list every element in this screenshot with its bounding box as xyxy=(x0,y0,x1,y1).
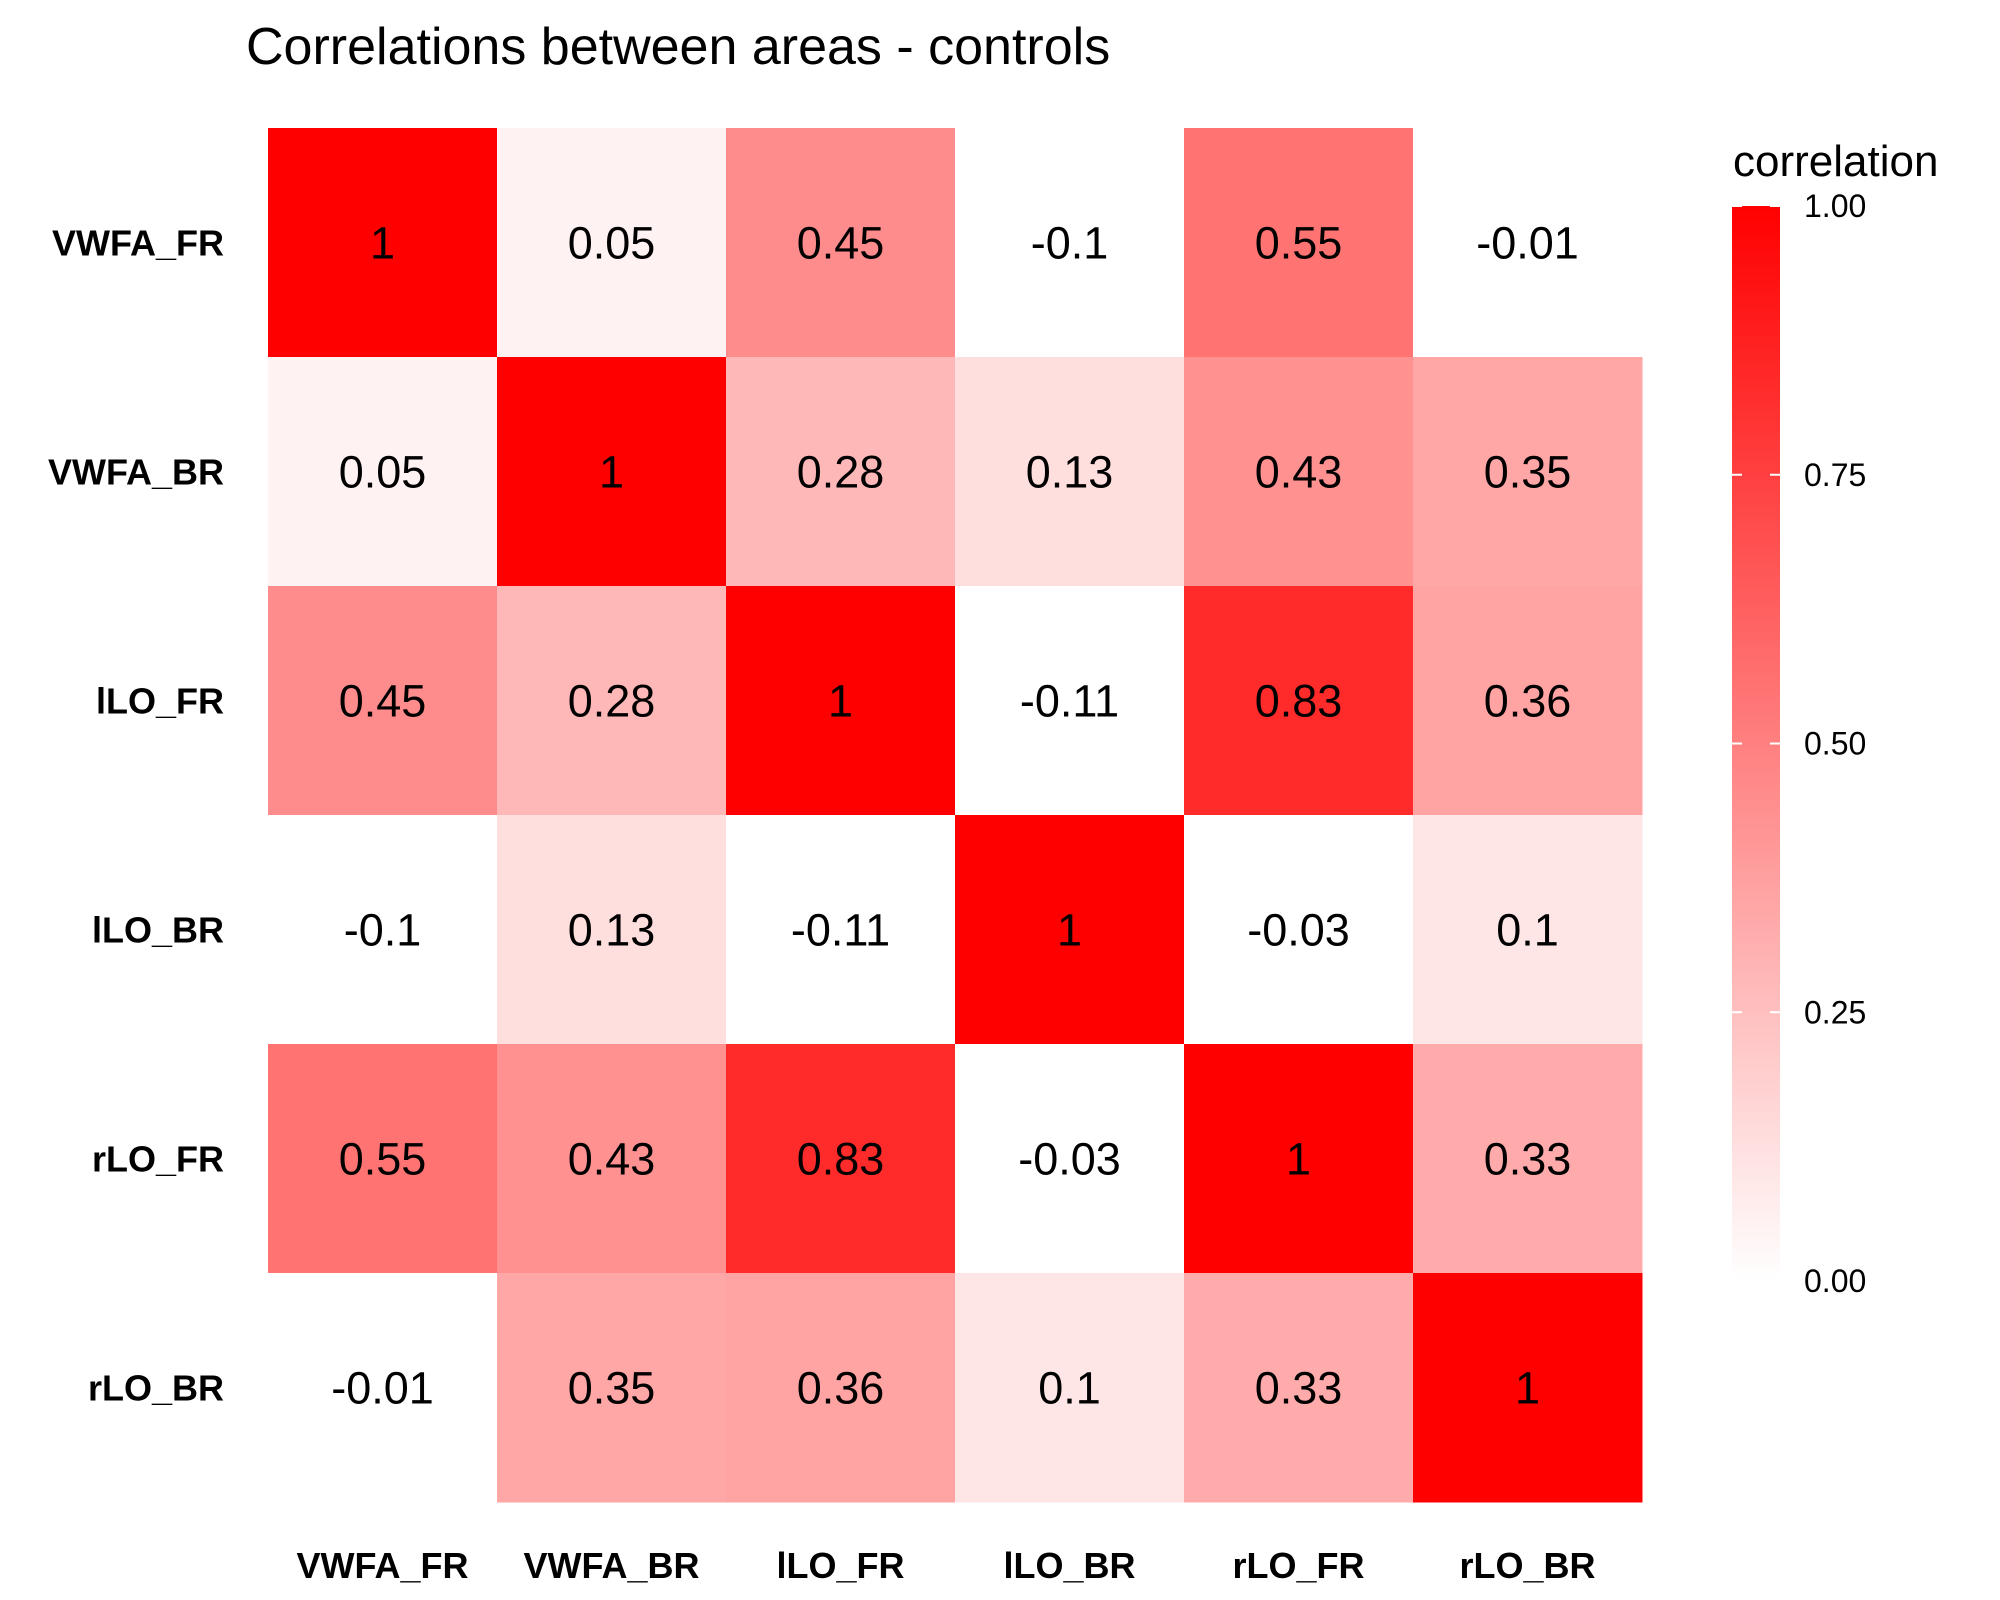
cell-value-label: 1 xyxy=(599,447,624,498)
legend-colorbar xyxy=(1732,206,1780,1496)
heatmap-cell xyxy=(1413,357,1643,587)
heatmap-cell xyxy=(1184,128,1414,358)
heatmap-cell xyxy=(1413,1044,1643,1274)
heatmap-cell xyxy=(1184,1044,1414,1274)
row-label: lLO_FR xyxy=(96,681,224,722)
cell-value-label: 0.13 xyxy=(1026,447,1114,498)
legend-tick-label: 0.00 xyxy=(1804,1263,1866,1299)
heatmap-cell xyxy=(1413,1273,1643,1503)
heatmap-cell xyxy=(1413,128,1643,358)
heatmap-cell xyxy=(1413,586,1643,816)
cell-value-label: 0.55 xyxy=(339,1134,427,1185)
row-label: VWFA_BR xyxy=(48,452,224,493)
cell-value-label: 0.33 xyxy=(1484,1134,1572,1185)
heatmap-cell xyxy=(497,1273,727,1503)
heatmap-cell xyxy=(726,815,956,1045)
cell-value-label: 0.05 xyxy=(568,218,656,269)
heatmap-cell xyxy=(268,1273,498,1503)
cell-value-label: 0.13 xyxy=(568,905,656,956)
chart-title: Correlations between areas - controls xyxy=(246,18,1110,76)
column-label: VWFA_FR xyxy=(296,1545,468,1586)
cell-value-label: 0.28 xyxy=(797,447,885,498)
legend-tick-label: 0.25 xyxy=(1804,994,1866,1030)
heatmap-cell xyxy=(268,357,498,587)
heatmap-cells: 1 0.05 0.45 -0.1 0.55 -0.01 0.05 1 0.28 0.13 0.43 0… xyxy=(268,128,1643,1503)
heatmap-cell xyxy=(726,1273,956,1503)
column-label: lLO_FR xyxy=(776,1545,904,1586)
heatmap-cell xyxy=(1413,815,1643,1045)
heatmap-cell xyxy=(726,357,956,587)
heatmap-cell xyxy=(955,586,1185,816)
cell-value-label: -0.01 xyxy=(331,1363,434,1414)
legend-tick-label: 1.00 xyxy=(1804,188,1866,224)
legend-tick-label: 0.50 xyxy=(1804,726,1866,762)
cell-value-label: 0.28 xyxy=(568,676,656,727)
cell-value-label: 0.83 xyxy=(1255,676,1343,727)
heatmap-cell xyxy=(268,586,498,816)
column-label: rLO_FR xyxy=(1232,1545,1364,1586)
heatmap-cell xyxy=(955,1044,1185,1274)
cell-value-label: 0.1 xyxy=(1038,1363,1101,1414)
color-legend: correlation 1.00 0.75 0.50 0.25 0.00 xyxy=(1732,137,1938,1496)
cell-value-label: -0.03 xyxy=(1247,905,1350,956)
cell-value-label: 0.36 xyxy=(1484,676,1572,727)
heatmap-cell xyxy=(497,357,727,587)
cell-value-label: 0.43 xyxy=(568,1134,656,1185)
cell-value-label: 1 xyxy=(1057,905,1082,956)
cell-value-label: -0.1 xyxy=(1031,218,1109,269)
cell-value-label: -0.11 xyxy=(1020,676,1119,727)
heatmap-cell xyxy=(726,128,956,358)
heatmap-cell xyxy=(955,1273,1185,1503)
heatmap-cell xyxy=(726,586,956,816)
cell-value-label: -0.03 xyxy=(1018,1134,1121,1185)
cell-value-label: 0.35 xyxy=(1484,447,1572,498)
heatmap-cell xyxy=(955,815,1185,1045)
cell-value-label: 0.83 xyxy=(797,1134,885,1185)
heatmap-cell xyxy=(497,128,727,358)
cell-value-label: 0.05 xyxy=(339,447,427,498)
column-label: rLO_BR xyxy=(1459,1545,1595,1586)
cell-value-label: 0.45 xyxy=(797,218,885,269)
row-labels: VWFA_FR VWFA_BR lLO_FR lLO_BR rLO_FR rLO_BR xyxy=(48,223,224,1409)
heatmap-cell xyxy=(1184,586,1414,816)
heatmap-cell xyxy=(955,128,1185,358)
cell-value-label: -0.11 xyxy=(791,905,890,956)
legend-tick-label: 0.75 xyxy=(1804,457,1866,493)
heatmap-cell xyxy=(1184,1273,1414,1503)
heatmap-cell xyxy=(1184,815,1414,1045)
legend-ticks: 1.00 0.75 0.50 0.25 0.00 xyxy=(1732,188,1866,1299)
cell-value-label: 0.55 xyxy=(1255,218,1343,269)
heatmap-cell xyxy=(268,815,498,1045)
cell-value-label: 0.1 xyxy=(1496,905,1559,956)
row-label: lLO_BR xyxy=(92,910,224,951)
cell-value-label: 0.36 xyxy=(797,1363,885,1414)
cell-value-label: 1 xyxy=(1286,1134,1311,1185)
column-label: lLO_BR xyxy=(1003,1545,1135,1586)
heatmap-cell xyxy=(1184,357,1414,587)
cell-value-label: -0.1 xyxy=(344,905,422,956)
cell-value-label: 1 xyxy=(370,218,395,269)
cell-value-label: 0.43 xyxy=(1255,447,1343,498)
row-label: rLO_FR xyxy=(92,1139,224,1180)
cell-value-label: 0.45 xyxy=(339,676,427,727)
row-label: VWFA_FR xyxy=(52,223,224,264)
cell-value-label: 0.35 xyxy=(568,1363,656,1414)
heatmap-cell xyxy=(268,128,498,358)
heatmap-cell xyxy=(726,1044,956,1274)
column-labels: VWFA_FR VWFA_BR lLO_FR lLO_BR rLO_FR rLO_BR xyxy=(296,1545,1595,1586)
cell-value-label: -0.01 xyxy=(1476,218,1579,269)
legend-title: correlation xyxy=(1733,137,1938,186)
row-label: rLO_BR xyxy=(88,1368,224,1409)
heatmap-cell xyxy=(268,1044,498,1274)
heatmap-cell xyxy=(497,586,727,816)
cell-value-label: 1 xyxy=(828,676,853,727)
column-label: VWFA_BR xyxy=(523,1545,699,1586)
heatmap-cell xyxy=(497,815,727,1045)
cell-value-label: 1 xyxy=(1515,1363,1540,1414)
heatmap-cell xyxy=(955,357,1185,587)
cell-value-label: 0.33 xyxy=(1255,1363,1343,1414)
heatmap-cell xyxy=(497,1044,727,1274)
